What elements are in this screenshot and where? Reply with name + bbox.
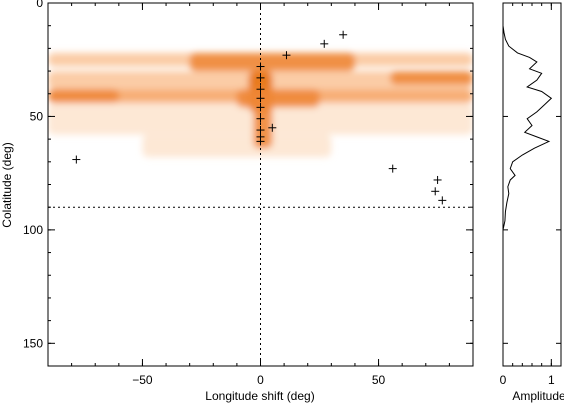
x-tick-label: 50 — [372, 373, 386, 387]
y-tick-label: 150 — [23, 336, 43, 350]
heatmap-band-5 — [189, 52, 355, 72]
marker-plus-16 — [431, 187, 440, 196]
heatmap-bands — [48, 52, 473, 158]
marker-plus-8 — [256, 114, 265, 123]
marker-plus-5 — [256, 85, 265, 94]
heatmap-band-8 — [48, 89, 119, 103]
amplitude-x-label: Amplitude — [512, 389, 564, 403]
markers-layer — [72, 30, 447, 205]
heatmap-panel: −50 0 50 0 50 100 150 Longitude shift (deg) Co… — [0, 0, 474, 403]
amplitude-series-line — [502, 3, 553, 366]
marker-plus-10 — [268, 123, 277, 132]
marker-plus-0 — [339, 30, 348, 39]
y-tick-label: 50 — [30, 109, 44, 123]
amp-x-tick-label: 0 — [500, 373, 507, 387]
heatmap-band-7 — [236, 89, 320, 108]
amp-x-tick-label: 1 — [548, 373, 555, 387]
marker-plus-13 — [72, 155, 81, 164]
marker-plus-6 — [256, 94, 265, 103]
heatmap-x-label: Longitude shift (deg) — [205, 389, 314, 403]
marker-plus-17 — [438, 196, 447, 205]
heatmap-axis-ticks: −50 0 50 0 50 100 150 — [23, 0, 474, 387]
x-tick-label: −50 — [132, 373, 153, 387]
x-tick-label: 0 — [257, 373, 264, 387]
y-tick-label: 100 — [23, 223, 43, 237]
marker-plus-1 — [320, 39, 329, 48]
heatmap-band-9 — [390, 71, 473, 85]
heatmap-y-label: Colatitude (deg) — [0, 142, 14, 227]
marker-plus-15 — [433, 175, 442, 184]
marker-plus-4 — [256, 73, 265, 82]
marker-plus-9 — [256, 126, 265, 135]
y-tick-label: 0 — [36, 0, 43, 10]
amplitude-frame — [502, 2, 562, 367]
heatmap-band-4 — [142, 134, 332, 158]
marker-plus-7 — [256, 103, 265, 112]
marker-plus-14 — [388, 164, 397, 173]
marker-plus-12 — [256, 137, 265, 146]
marker-plus-3 — [256, 62, 265, 71]
marker-plus-2 — [282, 51, 291, 60]
